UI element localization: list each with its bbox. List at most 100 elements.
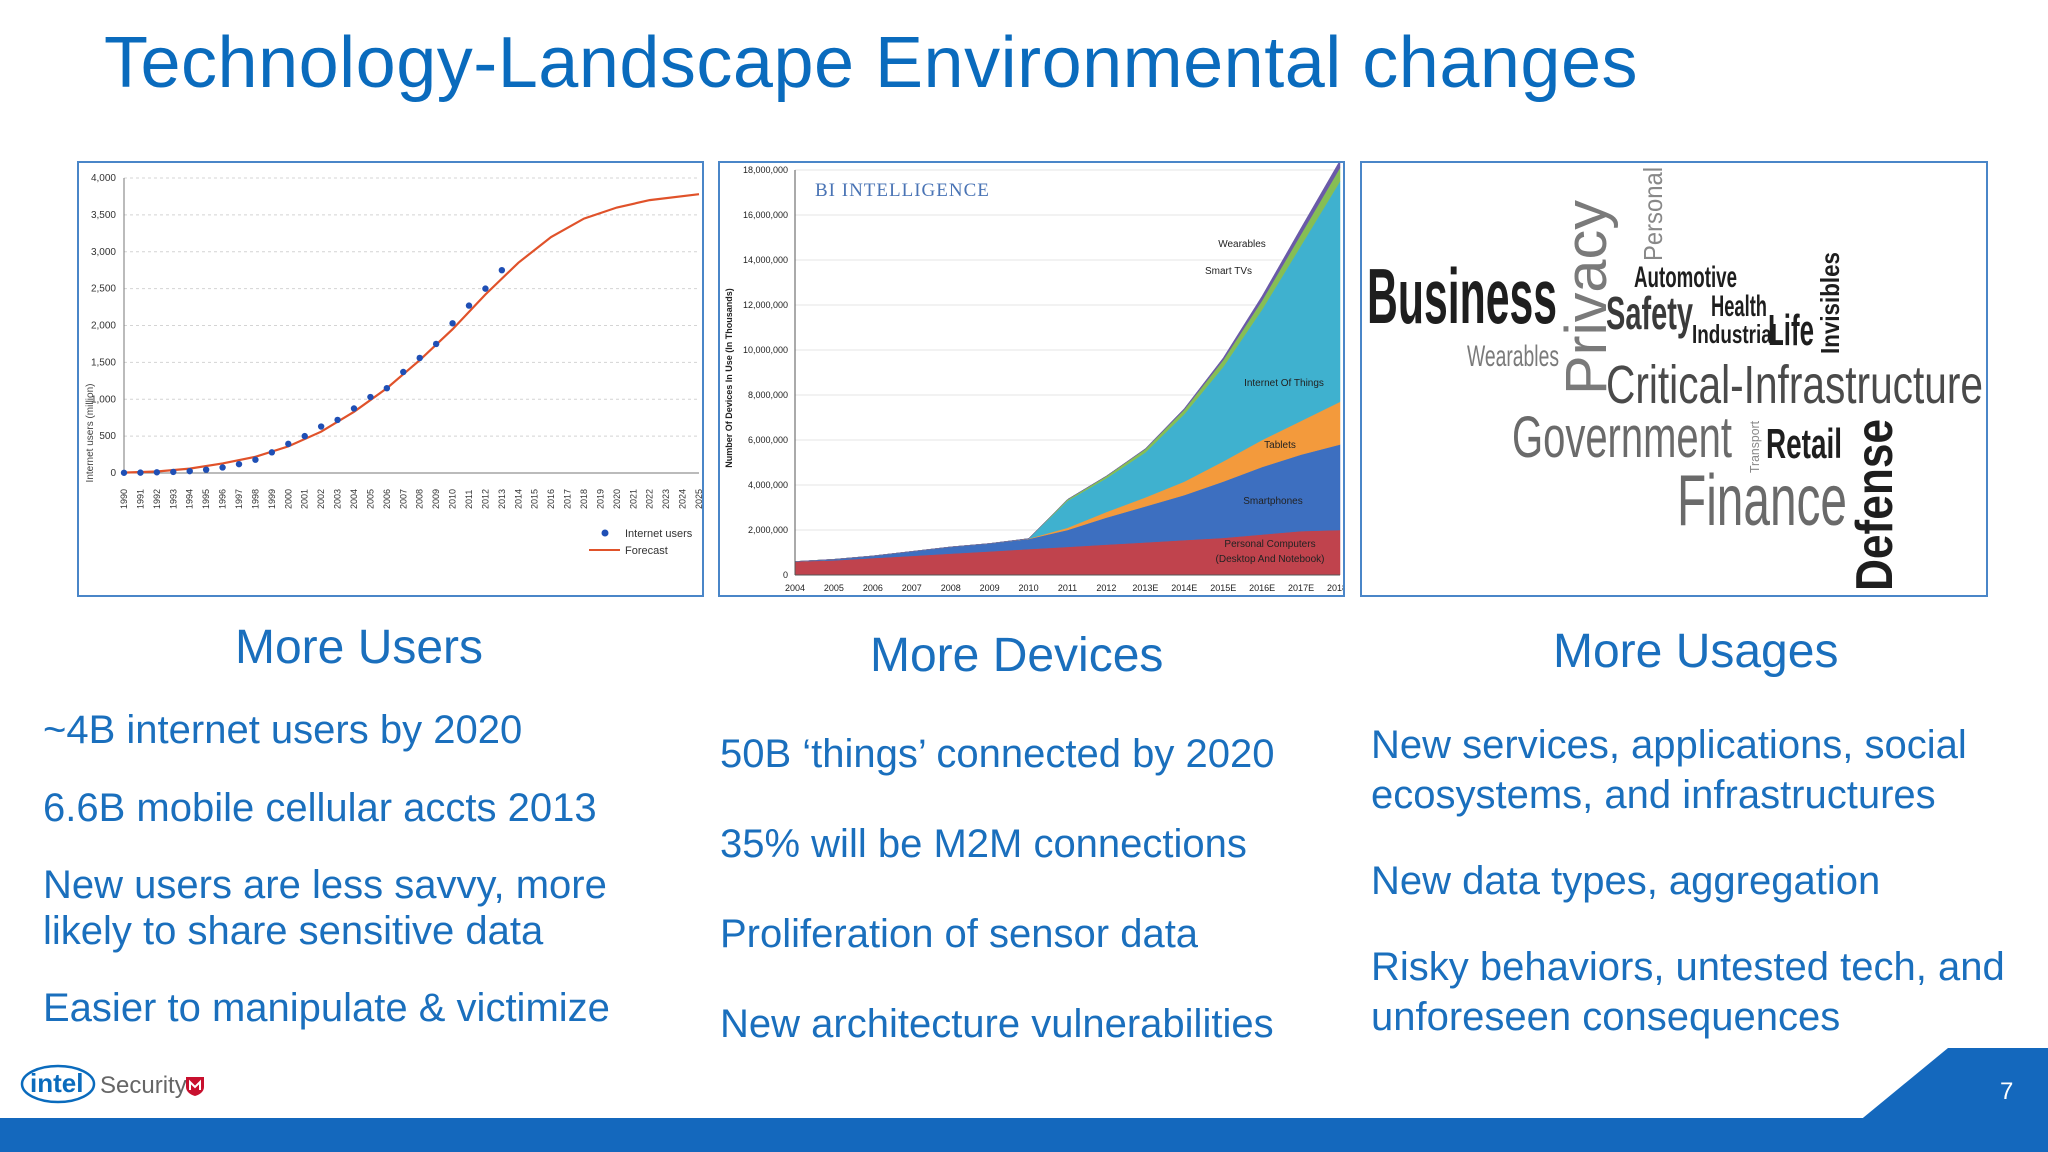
series-label-smartphones: Smartphones (1243, 496, 1302, 507)
bullet-item: Easier to manipulate & victimize (43, 986, 610, 1030)
bullet-item: 6.6B mobile cellular accts 2013 (43, 786, 597, 830)
x-tick-label: 2005 (365, 489, 375, 509)
data-point-internet-users (334, 416, 341, 424)
word-wearables: Wearables (1467, 340, 1559, 373)
brand-suffix: Security (100, 1072, 187, 1099)
x-tick-label: 2005 (824, 583, 844, 593)
word-life: Life (1768, 306, 1814, 355)
y-tick-label: 1,000 (91, 394, 116, 405)
x-tick-label: 2010 (448, 489, 458, 509)
data-point-internet-users (170, 468, 177, 476)
x-tick-label: 2003 (333, 489, 343, 509)
x-tick-label: 2024 (678, 489, 688, 509)
y-tick-label: 2,000 (91, 321, 116, 332)
bullet-item: Risky behaviors, untested tech, and unfo… (1371, 945, 2005, 1039)
series-label-tablets: Tablets (1264, 440, 1296, 451)
x-tick-label: 2007 (902, 583, 922, 593)
data-point-internet-users (235, 460, 243, 468)
y-tick-label: 12,000,000 (743, 300, 788, 310)
x-tick-label: 1993 (168, 489, 178, 509)
word-critical-infrastructure: Critical-Infrastructure (1606, 355, 1983, 415)
x-tick-label: 2010 (1019, 583, 1039, 593)
x-tick-label: 2015 (530, 489, 540, 509)
series-label-smart-tvs: Smart TVs (1205, 266, 1252, 277)
data-point-internet-users (350, 405, 358, 412)
data-point-internet-users (186, 467, 193, 475)
internet-users-chart: 0 500 1,000 1,500 2,000 2,500 3,000 3,500 4,000 … (77, 161, 704, 597)
data-point-internet-users (432, 340, 440, 348)
x-tick-label: 2018 (579, 489, 589, 509)
x-tick-label: 2004 (785, 583, 805, 593)
bi-intelligence-brand: BI INTELLIGENCE (815, 180, 990, 201)
y-tick-label: 18,000,000 (743, 165, 788, 175)
word-automotive: Automotive (1634, 261, 1737, 294)
word-personal: Personal (1638, 167, 1668, 261)
x-tick-label: 2012 (480, 489, 490, 509)
series-label-iot: Internet Of Things (1244, 378, 1324, 389)
bullet-item: 35% will be M2M connections (720, 822, 1247, 866)
series-label-personal-computers: Personal Computers (1224, 539, 1315, 550)
x-tick-label: 2006 (382, 489, 392, 509)
word-health: Health (1711, 290, 1767, 323)
x-tick-label: 2017 (563, 489, 573, 509)
intel-logo-swirl (20, 1064, 96, 1104)
data-point-internet-users (219, 464, 226, 471)
x-tick-label: 2007 (398, 489, 408, 509)
internet-users-chart-svg: 05001,0001,5002,0002,5003,0003,5004,000 … (85, 173, 702, 557)
data-point-internet-users (120, 469, 128, 476)
y-tick-label: 500 (99, 431, 116, 442)
heading-more-devices: More Devices (870, 629, 1164, 682)
y-tick-label: 3,000 (91, 247, 116, 258)
devices-area-chart-svg: 0 2,000,000 4,000,000 6,000,000 8,000,000 10,… (724, 163, 1343, 593)
x-tick-label: 2001 (300, 489, 310, 509)
word-defense: Defense (1846, 419, 1904, 591)
x-tick-label: 2009 (431, 489, 441, 509)
word-transport: Transport (1747, 421, 1762, 473)
series-label-wearables: Wearables (1218, 239, 1266, 250)
x-tick-label: 2015E (1210, 583, 1236, 593)
usages-bullet-list: New services, applications, social ecosy… (1371, 720, 2031, 1078)
x-tick-label: 2022 (645, 489, 655, 509)
data-point-internet-users (400, 368, 407, 376)
bullet-item: ~4B internet users by 2020 (43, 708, 523, 752)
x-tick-label: 2011 (1058, 583, 1077, 593)
x-tick-label: 2020 (612, 489, 622, 509)
x-tick-label: 2002 (316, 489, 326, 509)
x-tick-label: 1998 (250, 489, 260, 509)
data-point-internet-users (317, 423, 325, 430)
bullet-item: New users are less savvy, more likely to… (43, 863, 607, 953)
page-number: 7 (2000, 1078, 2014, 1105)
x-tick-label: 2023 (661, 489, 671, 509)
y-tick-label: 6,000,000 (748, 435, 788, 445)
x-tick-label: 2017E (1288, 583, 1314, 593)
legend-marker-internet-users (601, 529, 609, 537)
heading-more-usages: More Usages (1553, 625, 1839, 678)
x-tick-label: 2025 (694, 489, 702, 509)
bullet-item: New architecture vulnerabilities (720, 1002, 1274, 1046)
intel-logo-text: intel (30, 1068, 83, 1098)
y-tick-label: 2,000,000 (748, 525, 788, 535)
y-tick-label: 0 (110, 468, 116, 479)
data-point-internet-users (367, 393, 374, 401)
bullet-item: New data types, aggregation (1371, 859, 1881, 903)
data-point-internet-users (383, 384, 391, 392)
data-point-internet-users (285, 440, 292, 448)
x-tick-label: 2014 (513, 489, 523, 509)
x-tick-label: 2012 (1096, 583, 1116, 593)
x-tick-label: 2000 (283, 489, 293, 509)
x-tick-label: 2006 (863, 583, 883, 593)
page-title: Technology-Landscape Environmental chang… (104, 23, 1638, 103)
x-tick-label: 2018E (1327, 583, 1343, 593)
usages-word-cloud: Business Privacy Personal Automotive Saf… (1360, 161, 1988, 597)
intel-logo: intel (20, 1064, 96, 1104)
y-axis-label: Internet users (million) (85, 384, 96, 483)
chart-legend: Internet users Forecast (589, 528, 693, 557)
y-tick-label: 14,000,000 (743, 255, 788, 265)
word-business: Business (1367, 252, 1557, 340)
y-tick-label: 2,500 (91, 284, 116, 295)
x-tick-label: 1995 (201, 489, 211, 509)
x-tick-label: 2019 (595, 489, 605, 509)
data-point-internet-users (202, 466, 210, 473)
legend-label-forecast: Forecast (625, 545, 668, 557)
word-privacy: Privacy (1554, 200, 1619, 395)
